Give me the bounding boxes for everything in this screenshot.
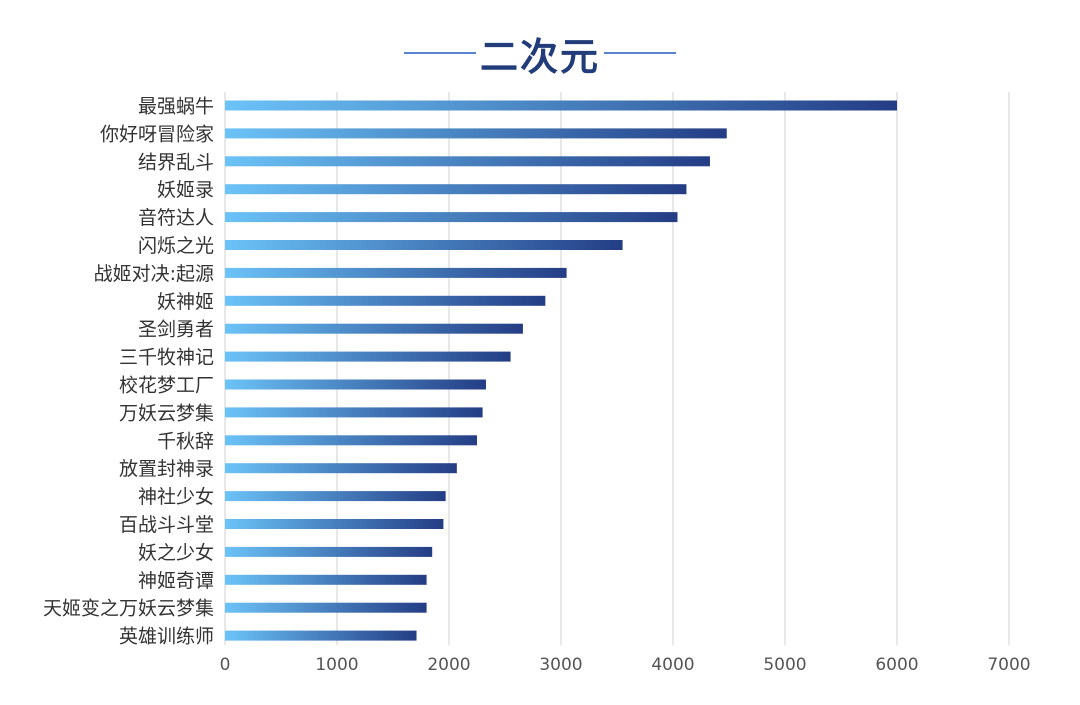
bar-17 <box>225 574 427 585</box>
category-label: 英雄训练师 <box>119 626 214 648</box>
category-label: 音符达人 <box>138 207 214 229</box>
bar-9 <box>225 351 511 362</box>
bar-2 <box>225 156 710 167</box>
bar-16 <box>225 546 433 557</box>
category-label: 千秋辞 <box>157 430 214 452</box>
bar-11 <box>225 407 483 418</box>
bars <box>225 100 897 641</box>
category-label: 结界乱斗 <box>138 151 214 173</box>
grid-lines <box>224 92 1010 645</box>
bar-0 <box>225 100 897 111</box>
category-label: 圣剑勇者 <box>138 319 214 341</box>
bar-13 <box>225 463 457 474</box>
category-labels: 最强蜗牛你好呀冒险家结界乱斗妖姬录音符达人闪烁之光战姬对决:起源妖神姬圣剑勇者三… <box>43 96 214 648</box>
category-label: 百战斗斗堂 <box>119 514 214 536</box>
x-tick-label: 0 <box>220 655 231 675</box>
bar-1 <box>225 128 727 139</box>
category-label: 闪烁之光 <box>138 235 214 257</box>
x-tick-label: 3000 <box>539 655 582 675</box>
x-tick-label: 4000 <box>651 655 694 675</box>
category-label: 天姬变之万妖云梦集 <box>43 598 214 620</box>
x-tick-label: 2000 <box>427 655 470 675</box>
chart-title: 二次元 <box>479 34 600 79</box>
bar-19 <box>225 630 417 641</box>
category-label: 妖姬录 <box>157 179 214 201</box>
bar-18 <box>225 602 427 613</box>
bar-7 <box>225 295 546 306</box>
category-label: 最强蜗牛 <box>138 96 214 118</box>
x-tick-label: 5000 <box>763 655 806 675</box>
bar-15 <box>225 519 444 529</box>
category-label: 神姬奇谭 <box>138 570 214 592</box>
title-left-line <box>403 52 476 54</box>
x-tick-label: 7000 <box>987 655 1030 675</box>
bar-6 <box>225 267 567 278</box>
bar-8 <box>225 323 523 334</box>
category-label: 放置封神录 <box>119 458 214 480</box>
category-label: 妖神姬 <box>157 291 214 313</box>
category-label: 神社少女 <box>138 486 214 508</box>
category-label: 战姬对决:起源 <box>94 263 214 285</box>
bar-3 <box>225 184 687 195</box>
x-tick-label: 6000 <box>875 655 918 675</box>
x-tick-labels: 0 1000 2000 3000 4000 5000 6000 7000 <box>220 655 1031 675</box>
bar-4 <box>225 212 678 223</box>
title-right-line <box>604 52 676 54</box>
category-label: 校花梦工厂 <box>119 375 214 397</box>
bar-5 <box>225 240 623 250</box>
category-label: 妖之少女 <box>138 542 214 564</box>
x-tick-label: 1000 <box>315 655 358 675</box>
bar-10 <box>225 379 486 390</box>
chart-title-group: 二次元 <box>0 28 1080 79</box>
category-label: 你好呀冒险家 <box>100 123 214 145</box>
bar-12 <box>225 435 477 446</box>
category-label: 三千牧神记 <box>119 347 214 369</box>
bar-14 <box>225 491 446 502</box>
category-label: 万妖云梦集 <box>119 402 214 424</box>
